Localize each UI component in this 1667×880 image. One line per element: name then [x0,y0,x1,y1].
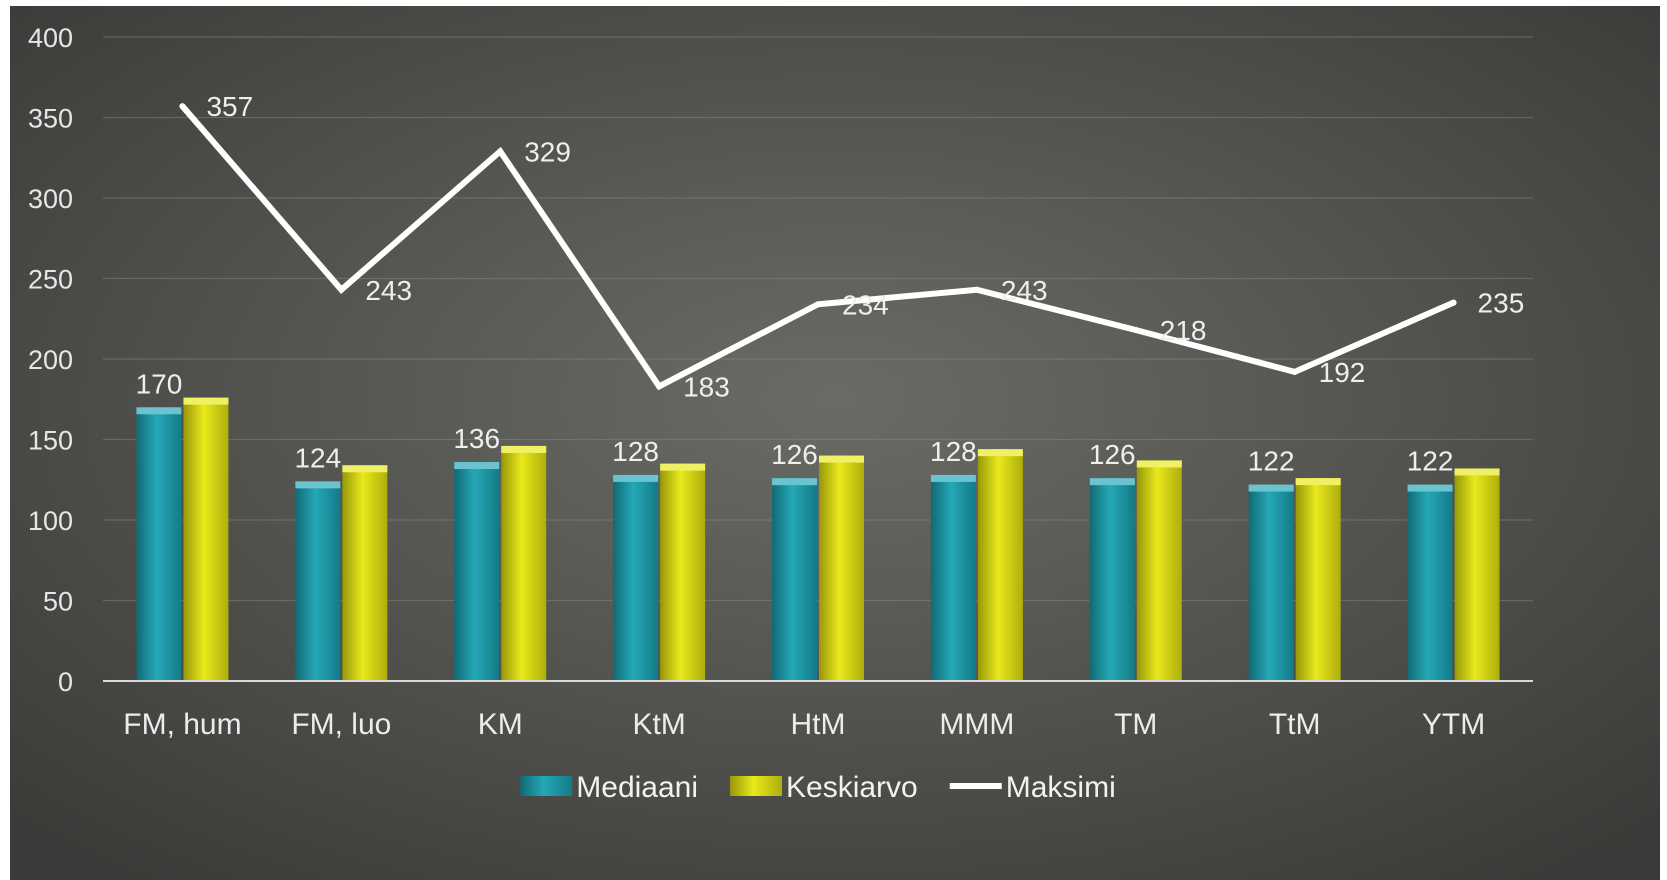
bar-top-mediaani [930,474,976,482]
data-label-mediaani: 122 [1248,446,1295,477]
data-label-maksimi: 243 [1001,275,1048,306]
bar-top-mediaani [1089,478,1135,486]
bar-top-mediaani [1407,484,1453,492]
bar-top-keskiarvo [819,455,864,463]
x-axis: FM, hum FM, luo KM KtM HtM MMM TM TtM YTM [123,708,1485,741]
bar-keskiarvo [977,449,1023,681]
data-label-mediaani: 136 [453,423,500,454]
legend-swatch [520,776,573,796]
bar-keskiarvo [501,445,547,681]
bar-keskiarvo [342,465,388,681]
y-tick-label: 0 [58,667,73,697]
bar-top-keskiarvo [501,445,547,453]
bar-top-keskiarvo [1295,478,1341,486]
bar-keskiarvo [1454,468,1500,681]
data-label-mediaani: 124 [294,442,341,473]
line-point [338,286,345,293]
bar-top-mediaani [136,407,182,415]
line-point [497,148,504,155]
line-point [815,301,821,308]
data-label-maksimi: 235 [1478,288,1525,319]
bar-mediaani [930,474,976,681]
bar-mediaani [1407,484,1453,681]
bar-mediaani [1248,484,1294,681]
data-label-mediaani: 170 [136,368,183,399]
y-tick-label: 300 [28,184,73,214]
y-tick-label: 100 [28,506,73,536]
legend: Mediaani Keskiarvo Maksimi [520,771,1116,804]
line-point [973,286,980,293]
bar-top-keskiarvo [342,465,388,473]
legend-label: Maksimi [1006,771,1116,804]
bar-top-mediaani [613,474,659,482]
y-tick-label: 200 [28,345,73,375]
bar-mediaani [772,478,817,681]
data-label-mediaani: 126 [1089,439,1136,470]
bar-keskiarvo [660,463,706,681]
data-label-mediaani: 128 [930,436,977,467]
x-tick-label: FM, hum [123,708,241,741]
bar-mediaani [136,407,182,681]
data-label-maksimi: 329 [524,136,571,167]
data-label-mediaani: 126 [771,439,818,470]
legend-item-maksimi: Maksimi [949,771,1116,804]
bars [136,397,1500,681]
data-label-maksimi: 218 [1160,315,1207,346]
x-tick-label: TM [1114,708,1157,741]
x-tick-label: KM [478,708,523,741]
data-label-maksimi: 243 [365,275,412,306]
data-labels: 170 124 136 128 126 128 126 122 122 357 243 329 183 2… [136,91,1525,476]
line-series [179,103,1457,391]
line-point [179,103,186,110]
bar-mediaani [295,481,341,681]
bar-keskiarvo [819,455,864,681]
y-tick-label: 400 [28,23,73,53]
line-point [1291,368,1298,375]
x-tick-label: KtM [632,708,685,741]
y-tick-label: 150 [28,426,73,456]
bar-mediaani [613,474,659,681]
data-label-mediaani: 122 [1407,446,1454,477]
x-tick-label: TtM [1269,708,1321,741]
bar-mediaani [1089,478,1135,681]
bar-top-keskiarvo [977,449,1023,457]
bar-top-mediaani [1248,484,1294,492]
chart-svg: 0 50 100 150 200 250 300 350 400 170 124 136 128 126… [10,6,1660,880]
y-tick-label: 50 [43,587,73,617]
bar-keskiarvo [1295,478,1341,681]
bar-top-keskiarvo [1454,468,1500,476]
bar-keskiarvo [183,397,229,681]
x-tick-label: FM, luo [291,708,391,741]
bar-top-keskiarvo [1136,460,1182,468]
x-tick-label: YTM [1422,708,1485,741]
bar-top-keskiarvo [660,463,706,471]
y-axis: 0 50 100 150 200 250 300 350 400 [28,23,73,697]
chart: 0 50 100 150 200 250 300 350 400 170 124 136 128 126… [10,6,1660,880]
legend-swatch [730,776,783,796]
legend-label: Mediaani [576,771,698,804]
line-point [656,383,663,390]
data-label-mediaani: 128 [612,436,659,467]
data-label-maksimi: 192 [1319,357,1366,388]
data-label-maksimi: 357 [206,91,253,122]
gridlines [103,36,1533,602]
bar-top-mediaani [295,481,341,489]
data-label-maksimi: 234 [842,289,889,320]
legend-item-mediaani: Mediaani [520,771,698,804]
legend-label: Keskiarvo [786,771,918,804]
bar-top-mediaani [772,478,817,486]
line-point [1132,327,1139,334]
bar-keskiarvo [1136,460,1182,681]
chart-background [10,6,1660,880]
legend-item-keskiarvo: Keskiarvo [730,771,918,804]
bar-top-mediaani [454,462,500,470]
x-tick-label: MMM [939,708,1014,741]
data-label-maksimi: 183 [683,371,730,402]
line-point [1450,299,1457,306]
bar-mediaani [454,462,500,681]
x-tick-label: HtM [791,708,846,741]
y-tick-label: 350 [28,104,73,134]
bar-top-keskiarvo [183,397,229,405]
y-tick-label: 250 [28,265,73,295]
